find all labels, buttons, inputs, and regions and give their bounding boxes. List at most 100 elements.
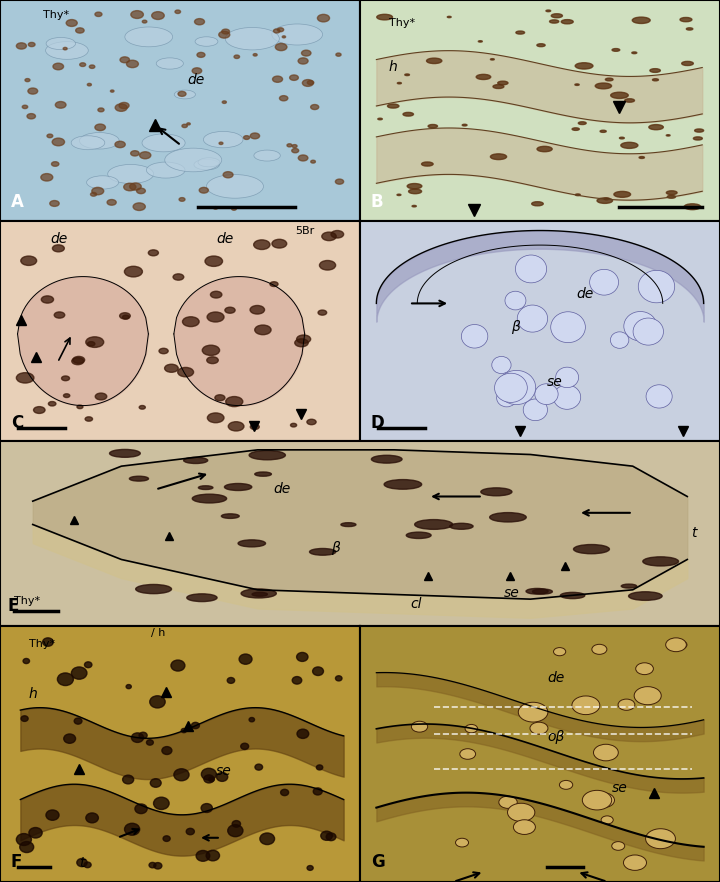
Ellipse shape xyxy=(537,44,545,47)
Circle shape xyxy=(124,183,136,191)
Circle shape xyxy=(495,373,527,402)
Ellipse shape xyxy=(666,135,670,136)
Ellipse shape xyxy=(125,27,173,47)
Circle shape xyxy=(312,667,323,676)
Text: B: B xyxy=(371,193,384,212)
Circle shape xyxy=(150,696,165,708)
Circle shape xyxy=(316,765,323,770)
Circle shape xyxy=(119,102,129,108)
Ellipse shape xyxy=(77,405,83,408)
Circle shape xyxy=(130,151,139,156)
Circle shape xyxy=(219,142,223,145)
Circle shape xyxy=(206,850,220,861)
Ellipse shape xyxy=(530,722,548,734)
Circle shape xyxy=(86,813,99,823)
Circle shape xyxy=(137,188,145,194)
Ellipse shape xyxy=(372,455,402,463)
Circle shape xyxy=(228,677,235,684)
Ellipse shape xyxy=(17,373,34,383)
Ellipse shape xyxy=(72,357,84,364)
Circle shape xyxy=(201,804,212,812)
Circle shape xyxy=(219,31,230,38)
Ellipse shape xyxy=(331,230,343,238)
Circle shape xyxy=(89,65,95,69)
Circle shape xyxy=(126,684,131,689)
Ellipse shape xyxy=(549,19,559,23)
Circle shape xyxy=(336,179,343,184)
Ellipse shape xyxy=(625,99,634,102)
Circle shape xyxy=(302,50,311,56)
Circle shape xyxy=(307,80,314,85)
Text: h: h xyxy=(389,60,397,73)
Ellipse shape xyxy=(632,17,650,24)
Circle shape xyxy=(130,183,141,191)
Ellipse shape xyxy=(612,841,625,850)
Circle shape xyxy=(139,732,147,738)
Text: h: h xyxy=(29,687,37,701)
Circle shape xyxy=(202,768,216,780)
Circle shape xyxy=(307,865,313,871)
Ellipse shape xyxy=(377,14,392,20)
Ellipse shape xyxy=(621,142,638,148)
Text: t: t xyxy=(79,856,85,870)
Ellipse shape xyxy=(562,19,573,24)
Circle shape xyxy=(523,399,547,421)
Ellipse shape xyxy=(639,157,644,159)
Text: de: de xyxy=(216,232,233,245)
Ellipse shape xyxy=(518,702,548,722)
Ellipse shape xyxy=(387,104,399,108)
Ellipse shape xyxy=(621,584,636,588)
Text: se: se xyxy=(504,586,520,600)
Text: A: A xyxy=(11,193,24,212)
Ellipse shape xyxy=(624,855,647,871)
Circle shape xyxy=(556,367,579,387)
Text: Thy*: Thy* xyxy=(14,596,40,606)
Ellipse shape xyxy=(294,339,308,347)
Ellipse shape xyxy=(575,84,579,86)
Ellipse shape xyxy=(554,647,566,655)
Ellipse shape xyxy=(204,131,243,148)
Ellipse shape xyxy=(53,245,64,252)
Text: se: se xyxy=(612,781,628,796)
Ellipse shape xyxy=(560,593,585,599)
Ellipse shape xyxy=(646,829,675,848)
Ellipse shape xyxy=(194,160,220,170)
Ellipse shape xyxy=(572,696,600,714)
Circle shape xyxy=(192,722,199,729)
Circle shape xyxy=(243,136,250,139)
Ellipse shape xyxy=(226,397,243,407)
Ellipse shape xyxy=(139,406,145,409)
Ellipse shape xyxy=(148,250,158,256)
Circle shape xyxy=(287,144,292,147)
Ellipse shape xyxy=(421,162,433,166)
Circle shape xyxy=(71,667,87,679)
Ellipse shape xyxy=(178,368,194,377)
Ellipse shape xyxy=(174,90,195,99)
Ellipse shape xyxy=(241,589,276,598)
Circle shape xyxy=(192,68,202,74)
Ellipse shape xyxy=(490,59,494,60)
Ellipse shape xyxy=(192,494,227,503)
Circle shape xyxy=(29,827,42,838)
Circle shape xyxy=(223,172,233,178)
Text: β: β xyxy=(331,542,340,555)
Circle shape xyxy=(302,79,313,86)
Circle shape xyxy=(181,729,186,733)
Circle shape xyxy=(87,84,91,86)
Ellipse shape xyxy=(320,260,336,270)
Ellipse shape xyxy=(693,137,703,140)
Ellipse shape xyxy=(680,18,692,22)
Text: cl: cl xyxy=(410,597,422,610)
Ellipse shape xyxy=(297,335,310,343)
Text: de: de xyxy=(50,232,68,245)
Text: F: F xyxy=(11,853,22,871)
Ellipse shape xyxy=(618,699,635,710)
Ellipse shape xyxy=(595,83,611,89)
Ellipse shape xyxy=(666,638,686,652)
Ellipse shape xyxy=(79,132,120,149)
Circle shape xyxy=(22,105,27,108)
Ellipse shape xyxy=(86,337,104,348)
Ellipse shape xyxy=(210,291,222,298)
Ellipse shape xyxy=(95,393,107,400)
Circle shape xyxy=(80,63,86,66)
